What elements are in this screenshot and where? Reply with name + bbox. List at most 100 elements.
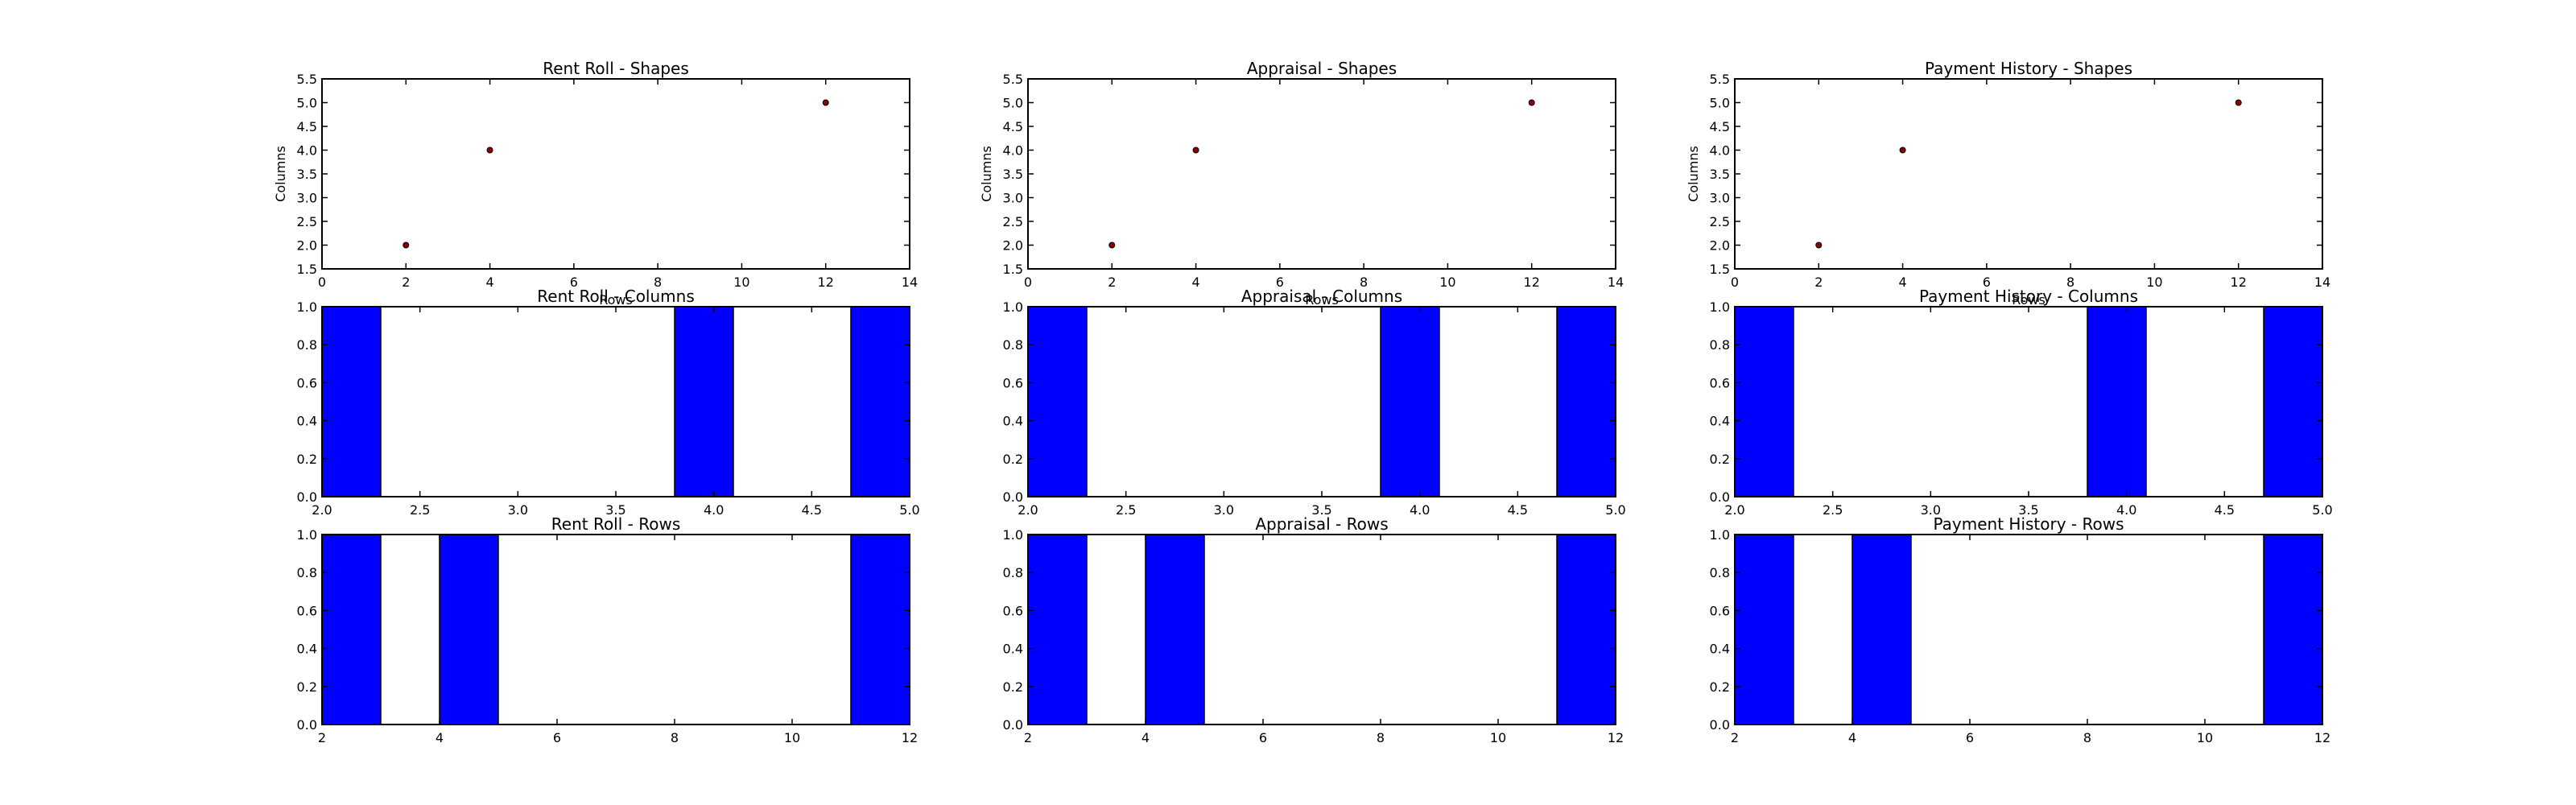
bar [1027,534,1088,725]
y-tick-label: 0.4 [297,414,317,429]
x-tick-label: 4.5 [802,502,822,518]
bar [2087,306,2147,497]
chart-title: Appraisal - Rows [1255,514,1388,534]
y-tick-label: 0.2 [1710,452,1730,467]
x-tick-label: 2.0 [312,502,332,518]
x-tick-label: 14 [1608,275,1624,290]
bar [321,534,382,725]
y-tick-label: 0.4 [1003,642,1023,657]
x-tick-label: 0 [1731,275,1739,290]
x-axis-label: Rows [1305,292,1339,308]
scatter-point [2235,99,2242,106]
y-tick-label: 0.8 [1710,565,1730,580]
chart-panel: 2.0 2.5 3.0 3.5 4.0 4.5 5.0 0.0 0.2 0.4 0.6 0.8 1.0 A… [1003,287,1626,518]
chart-panel: 2 4 6 8 10 12 0.0 0.2 0.4 0.6 0.8 1.0 Payment Histor… [1710,514,2331,745]
x-tick-label: 8 [2083,730,2091,745]
x-tick-label: 8 [1377,730,1385,745]
x-tick-label: 10 [2146,275,2162,290]
y-tick-label: 0.0 [1710,489,1730,505]
x-tick-label: 10 [733,275,749,290]
scatter-point [1815,242,1823,249]
y-tick-label: 2.5 [1003,214,1023,229]
y-tick-label: 2.5 [297,214,317,229]
scatter-point [822,99,829,106]
x-tick-label: 6 [570,275,578,290]
x-tick-label: 4.0 [704,502,724,518]
x-tick-label: 3.5 [1311,502,1331,518]
scatter-point [402,242,410,249]
x-tick-label: 2.0 [1018,502,1038,518]
scatter-point [486,147,493,154]
x-tick-label: 12 [818,275,834,290]
y-tick-label: 0.4 [297,642,317,657]
x-tick-label: 8 [2066,275,2074,290]
bar [850,534,910,725]
y-tick-label: 0.2 [297,452,317,467]
bar [2263,306,2323,497]
y-tick-label: 3.5 [1710,167,1730,182]
x-tick-label: 6 [1966,730,1974,745]
chart-title: Payment History - Rows [1933,514,2124,534]
x-tick-label: 8 [654,275,662,290]
x-tick-label: 4.5 [1508,502,1528,518]
x-tick-label: 6 [1259,730,1267,745]
y-tick-label: 0.0 [1003,717,1023,733]
x-axis-label: Rows [2012,292,2046,308]
chart-title: Payment History - Shapes [1925,59,2132,78]
x-tick-label: 6 [1983,275,1991,290]
x-tick-label: 3.0 [508,502,528,518]
y-axis-label: Columns [273,146,288,202]
chart-title: Rent Roll - Columns [537,287,694,306]
y-tick-label: 2.5 [1710,214,1730,229]
y-tick-label: 0.6 [297,375,317,390]
plot-frame [1027,534,1616,725]
scatter-point [1528,99,1535,106]
x-tick-label: 2.5 [1116,502,1136,518]
plot-frame [1027,78,1616,270]
y-tick-label: 5.0 [297,96,317,111]
y-tick-label: 5.0 [1710,96,1730,111]
x-tick-label: 2.5 [410,502,430,518]
y-tick-label: 4.0 [297,143,317,159]
y-tick-label: 4.0 [1003,143,1023,159]
y-tick-label: 1.0 [297,527,317,543]
chart-panel: 2 4 6 8 10 12 0.0 0.2 0.4 0.6 0.8 1.0 Appraisal - Ro… [1003,514,1624,745]
y-tick-label: 1.0 [1710,299,1730,315]
x-tick-label: 2.0 [1724,502,1744,518]
y-tick-label: 0.8 [297,565,317,580]
y-tick-label: 0.8 [297,337,317,353]
y-tick-label: 0.0 [297,717,317,733]
y-tick-label: 0.8 [1710,337,1730,353]
x-tick-label: 3.5 [2018,502,2038,518]
bar [1027,306,1088,497]
x-tick-label: 6 [553,730,561,745]
y-tick-label: 5.5 [297,72,317,87]
y-axis-label: Columns [1686,146,1701,202]
y-tick-label: 5.5 [1003,72,1023,87]
x-tick-label: 4 [1141,730,1150,745]
y-tick-label: 0.0 [1710,717,1730,733]
y-tick-label: 0.4 [1003,414,1023,429]
x-tick-label: 3.0 [1921,502,1941,518]
x-tick-label: 4.5 [2215,502,2235,518]
chart-title: Appraisal - Columns [1241,287,1402,306]
y-tick-label: 1.0 [297,299,317,315]
y-tick-label: 2.0 [1710,238,1730,254]
x-tick-label: 4 [1191,275,1199,290]
scatter-point [1899,147,1906,154]
bar [674,306,734,497]
x-tick-label: 2 [402,275,410,290]
x-axis-label: Rows [599,292,633,308]
chart-panel: 0 2 4 6 8 10 12 14 1.5 2.0 2.5 3.0 3.5 4.0 4.5 5.0 5.5 Pa… [1686,59,2330,308]
y-tick-label: 1.5 [1003,262,1023,277]
y-tick-label: 1.5 [1710,262,1730,277]
bar [2263,534,2323,725]
x-tick-label: 4 [485,275,493,290]
y-tick-label: 0.8 [1003,337,1023,353]
y-tick-label: 0.4 [1710,414,1730,429]
x-tick-label: 0 [318,275,326,290]
bar [1380,306,1440,497]
y-tick-label: 0.2 [297,679,317,695]
x-tick-label: 14 [902,275,918,290]
